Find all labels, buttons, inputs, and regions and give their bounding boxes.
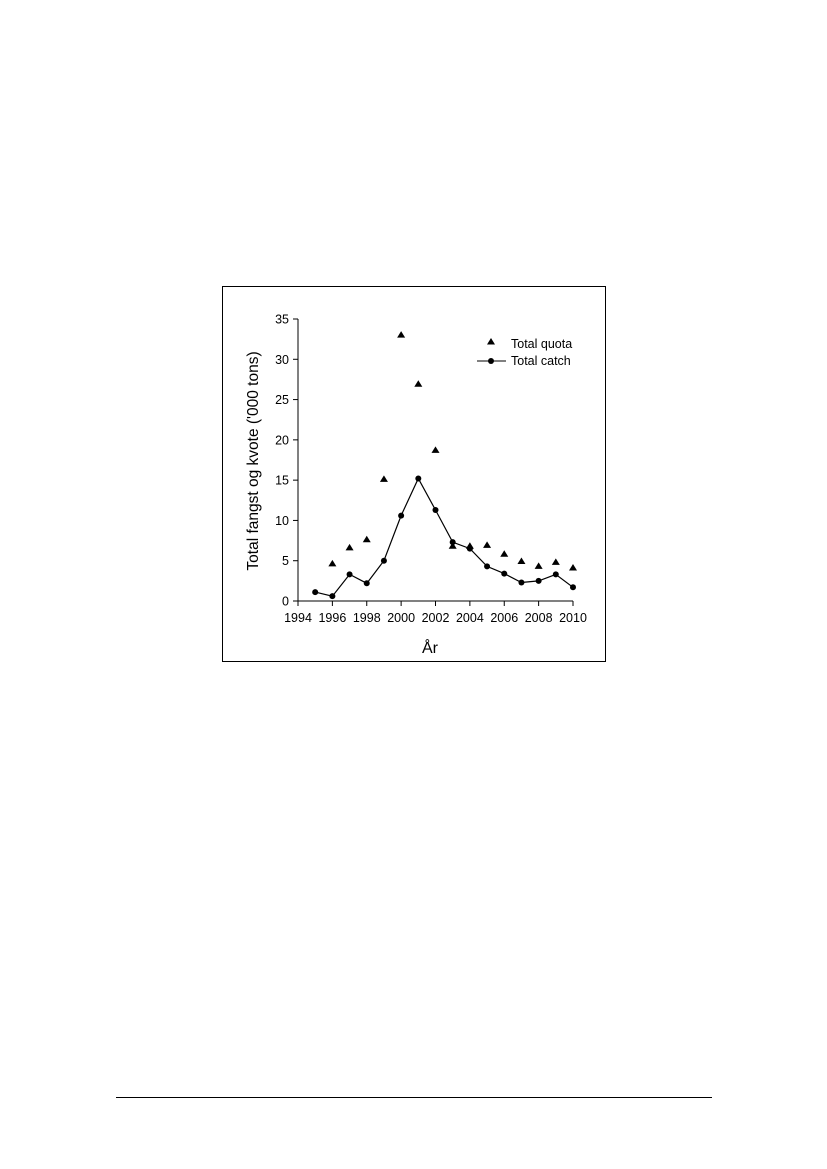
x-axis-label: År [422, 638, 439, 657]
legend-quota-label: Total quota [511, 337, 572, 351]
x-tick-label: 2008 [525, 611, 553, 625]
total-quota-point [431, 446, 440, 453]
y-tick-label: 35 [275, 313, 289, 327]
footer-rule [116, 1097, 712, 1098]
legend-quota-triangle-icon [487, 338, 495, 345]
total-quota-point [448, 542, 457, 549]
total-quota-point [362, 535, 371, 543]
markers [312, 331, 577, 600]
total-catch-point [398, 512, 405, 519]
total-quota-point [517, 557, 526, 565]
total-catch-point [363, 580, 370, 587]
total-catch-point [329, 593, 336, 600]
x-tick-label: 2004 [456, 611, 484, 625]
x-tick-label: 1998 [353, 611, 381, 625]
x-tick-label: 2002 [422, 611, 450, 625]
total-catch-point [501, 570, 508, 577]
legend-catch-circle-icon [488, 358, 494, 364]
x-tick-label: 1996 [318, 611, 346, 625]
legend-catch-label: Total catch [511, 354, 571, 368]
x-tick-label: 2000 [387, 611, 415, 625]
y-tick-label: 10 [275, 514, 289, 528]
x-tick-label: 1994 [284, 611, 312, 625]
total-catch-point [346, 571, 353, 578]
total-catch-line [315, 477, 574, 597]
total-quota-point [534, 562, 543, 569]
total-catch-point [518, 579, 525, 586]
total-catch-point [484, 563, 491, 570]
total-quota-point [379, 475, 388, 482]
total-catch-point [312, 589, 319, 596]
chart: 0 5 10 15 20 25 30 35 1994 1996 1998 2000 2002 2004 20… [245, 313, 587, 658]
total-quota-point [500, 550, 509, 557]
y-tick-label: 30 [275, 353, 289, 367]
total-quota-point [345, 543, 354, 551]
total-quota-point [465, 542, 474, 549]
total-quota-point [551, 558, 560, 565]
y-tick-label: 5 [282, 554, 289, 568]
x-tick-label: 2006 [490, 611, 518, 625]
y-tick-label: 15 [275, 474, 289, 488]
total-quota-point [569, 563, 577, 571]
total-quota-point [328, 559, 337, 567]
total-catch-point [552, 571, 559, 578]
total-catch-point [415, 475, 422, 482]
catch-line-layer [315, 477, 574, 597]
total-catch-point [570, 584, 576, 591]
legend: Total quota Total catch [477, 337, 572, 368]
total-quota-point [397, 331, 406, 338]
total-catch-point [432, 506, 439, 513]
chart-frame: 0 5 10 15 20 25 30 35 1994 1996 1998 2000 2002 2004 20… [222, 286, 606, 662]
total-catch-point [449, 539, 456, 546]
total-quota-point [414, 380, 423, 387]
total-quota-point [483, 541, 492, 548]
y-tick-label: 0 [282, 595, 289, 609]
total-catch-point [380, 557, 387, 564]
x-tick-label: 2010 [559, 611, 587, 625]
y-tick-label: 20 [275, 433, 289, 447]
y-axis-label: Total fangst og kvote ('000 tons) [245, 351, 262, 570]
total-catch-point [535, 577, 542, 584]
axes: 0 5 10 15 20 25 30 35 1994 1996 1998 2000 2002 2004 20… [275, 313, 587, 626]
y-tick-label: 25 [275, 393, 289, 407]
